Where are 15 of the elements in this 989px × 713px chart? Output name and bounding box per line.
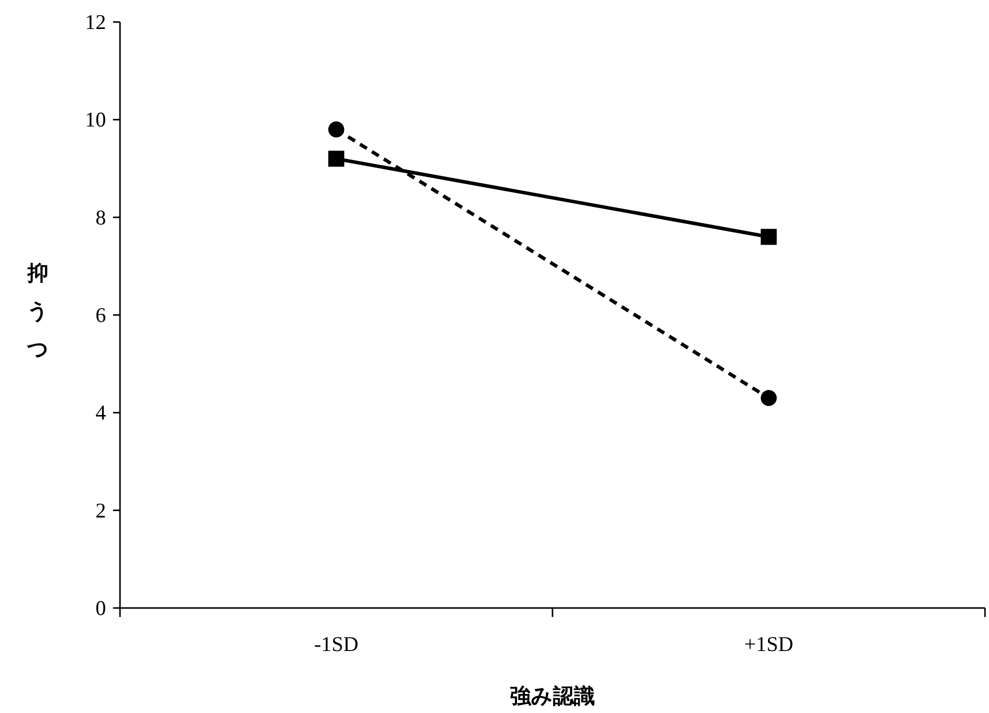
point: [760, 390, 777, 406]
y-tick-label: 12: [85, 10, 106, 34]
y-tick-label: 2: [96, 498, 106, 522]
point: [328, 121, 344, 138]
y-tick-label: 8: [96, 205, 106, 230]
y-tick-label: 10: [85, 108, 106, 132]
point: [328, 150, 344, 167]
x-axis-title: 強み認識: [510, 684, 595, 708]
x-tick-label: +1SD: [744, 632, 794, 656]
x-tick-label: -1SD: [314, 632, 358, 656]
y-tick-label: 0: [96, 596, 106, 620]
y-axis-title: 抑うつ: [26, 261, 49, 361]
y-tick-label: 4: [96, 400, 106, 425]
y-tick-label: 6: [96, 303, 106, 327]
point: [760, 228, 777, 245]
